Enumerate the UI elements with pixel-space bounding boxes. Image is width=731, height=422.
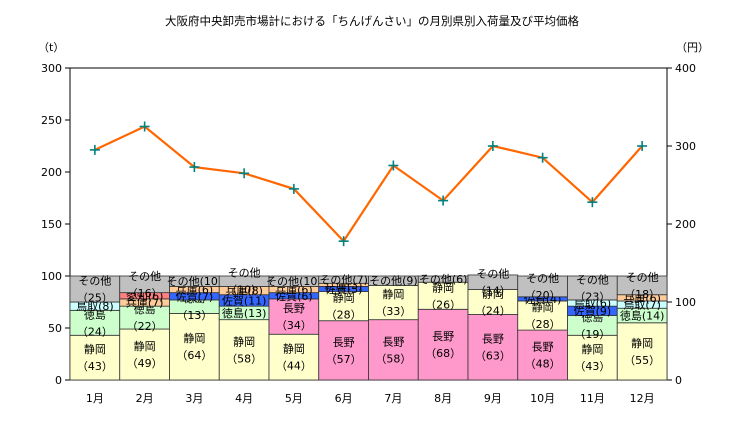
bar-segment bbox=[517, 329, 568, 381]
left-tick-label: 150 bbox=[41, 218, 62, 231]
price-marker bbox=[637, 141, 648, 151]
bar-segment bbox=[169, 313, 220, 381]
bar-segment-label: 佐賀(11) bbox=[222, 293, 267, 307]
bar-segment-label: 静岡（26） bbox=[425, 280, 461, 311]
left-tick-label: 200 bbox=[41, 166, 62, 179]
price-marker bbox=[89, 144, 100, 155]
left-tick-label: 50 bbox=[48, 322, 62, 335]
bar-segment bbox=[467, 289, 519, 315]
bar-segment-label: 静岡（33） bbox=[375, 287, 411, 318]
right-tick-label: 200 bbox=[675, 218, 696, 231]
bar-segment bbox=[318, 320, 369, 381]
bar-segment-label: 静岡（28） bbox=[326, 291, 362, 322]
bar-segment-label: その他（23） bbox=[574, 273, 610, 303]
bar-segment-label: 長野（48） bbox=[525, 341, 561, 371]
bar-segment-label: 長野（57） bbox=[326, 336, 362, 366]
price-marker bbox=[587, 197, 598, 208]
price-line bbox=[94, 125, 643, 243]
x-tick-label: 11月 bbox=[580, 392, 605, 405]
chart-title: 大阪府中央卸売市場計における「ちんげんさい」の月別県別入荷量及び平均価格 bbox=[165, 14, 579, 28]
bar-segment bbox=[616, 322, 668, 381]
bar-segment-label: 静岡（64） bbox=[176, 331, 212, 362]
bar-segment bbox=[218, 319, 270, 381]
bar-segment bbox=[69, 334, 121, 381]
bar-segment bbox=[467, 314, 519, 381]
price-marker bbox=[139, 121, 150, 132]
price-marker bbox=[438, 195, 449, 206]
bar-segment-label: 静岡（28） bbox=[525, 300, 561, 331]
bar-segment-label: 徳島(14) bbox=[620, 309, 665, 323]
bar-segment-label: その他（20） bbox=[525, 272, 561, 302]
bar-segment-label: その他(9) bbox=[369, 275, 418, 288]
x-tick-label: 4月 bbox=[235, 392, 253, 405]
price-marker bbox=[388, 160, 399, 171]
bar-segment-label: 長野（58） bbox=[375, 335, 411, 365]
price-marker bbox=[487, 141, 498, 151]
bar-segment-label: 静岡（43） bbox=[574, 342, 610, 373]
bar-segment-label: 徳島（24） bbox=[77, 307, 113, 338]
x-tick-label: 2月 bbox=[136, 392, 154, 405]
price-marker bbox=[288, 183, 299, 194]
bar-segment bbox=[268, 298, 320, 335]
x-tick-label: 5月 bbox=[285, 392, 303, 405]
bar-segment-label: その他（25） bbox=[77, 275, 113, 305]
bar-segment-label: その他（16） bbox=[127, 270, 163, 300]
bar-segment bbox=[368, 319, 419, 381]
left-tick-label: 0 bbox=[55, 374, 62, 387]
x-tick-label: 8月 bbox=[434, 392, 452, 405]
bar-segment-label: 静岡（44） bbox=[276, 342, 312, 373]
bar-segment bbox=[417, 308, 469, 381]
right-tick-label: 0 bbox=[675, 374, 682, 387]
bar-segment-label: その他(10) bbox=[167, 275, 223, 288]
x-tick-label: 3月 bbox=[185, 392, 203, 405]
right-tick-label: 400 bbox=[675, 62, 696, 75]
bar-segment-label: その他（14） bbox=[475, 268, 511, 298]
bar-segment-label: 静岡（58） bbox=[226, 334, 262, 365]
left-axis-unit: （t） bbox=[38, 41, 64, 54]
left-tick-label: 300 bbox=[41, 62, 62, 75]
bar-segment bbox=[119, 328, 170, 381]
bar-segment bbox=[69, 275, 121, 303]
right-tick-label: 300 bbox=[675, 140, 696, 153]
left-tick-label: 100 bbox=[41, 270, 62, 283]
bar-segment-label: 静岡（49） bbox=[127, 339, 163, 370]
price-marker bbox=[189, 162, 200, 173]
price-marker bbox=[239, 168, 250, 179]
bar-segment-label: 佐賀(9) bbox=[574, 304, 612, 318]
bar-segment-label: 長野（63） bbox=[475, 333, 511, 363]
bar-segment-label: 長野（34） bbox=[276, 302, 312, 332]
right-axis-unit: （円） bbox=[676, 41, 709, 54]
bar-segment-label: 静岡（24） bbox=[475, 287, 511, 318]
price-marker bbox=[537, 152, 548, 163]
x-tick-label: 6月 bbox=[335, 392, 353, 405]
x-tick-label: 7月 bbox=[384, 392, 402, 405]
bar-segment-label: その他(7) bbox=[319, 274, 368, 287]
bar-segment-label: その他（18） bbox=[624, 271, 660, 301]
left-tick-label: 250 bbox=[41, 114, 62, 127]
x-tick-label: 12月 bbox=[630, 392, 655, 405]
right-tick-label: 100 bbox=[675, 296, 696, 309]
x-tick-label: 9月 bbox=[484, 392, 502, 405]
bar-segment-label: 静岡（55） bbox=[624, 336, 660, 367]
x-tick-label: 1月 bbox=[86, 392, 104, 405]
bar-segment-label: 兵庫(8) bbox=[225, 284, 263, 298]
bar-segment bbox=[268, 333, 320, 381]
bar-segment-label: その他（10） bbox=[226, 267, 262, 297]
x-tick-label: 10月 bbox=[530, 392, 555, 405]
bar-segment bbox=[616, 275, 668, 296]
bar-segment bbox=[417, 281, 469, 310]
bar-segment bbox=[517, 300, 568, 331]
bar-segment-label: 鳥取(8) bbox=[76, 299, 114, 313]
bar-segment-label: その他(6) bbox=[419, 273, 468, 286]
bar-segment bbox=[567, 334, 618, 381]
bar-segment-label: 徳島(13) bbox=[222, 306, 267, 320]
bar-segment-label: その他(10) bbox=[266, 275, 322, 288]
price-marker bbox=[338, 236, 349, 247]
bar-segment-label: 長野（68） bbox=[425, 330, 461, 360]
bar-segment-label: 静岡（43） bbox=[77, 342, 113, 373]
plot-area: 0 50 100 150 200 250 300 0 100 200 300 400 静岡（43） 徳島（… bbox=[41, 62, 696, 405]
